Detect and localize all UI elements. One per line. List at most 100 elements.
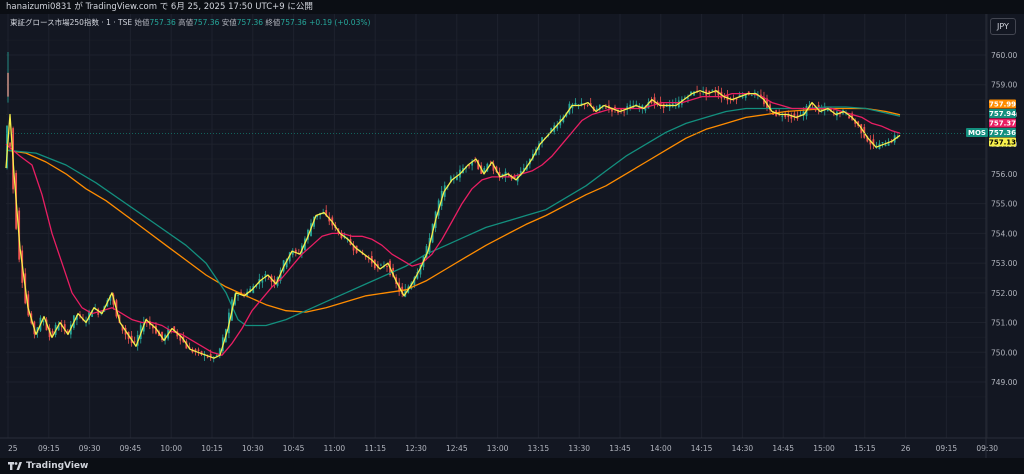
candle-body bbox=[133, 341, 136, 343]
x-tick-label: 12:45 bbox=[446, 444, 468, 453]
moving-average-line bbox=[5, 90, 901, 359]
x-tick-label: 13:45 bbox=[609, 444, 631, 453]
price-tag bbox=[989, 99, 1016, 109]
x-tick-label: 12:30 bbox=[405, 444, 427, 453]
high-value: 757.36 bbox=[193, 18, 220, 27]
candle-body bbox=[741, 96, 744, 98]
candle-body bbox=[498, 171, 501, 177]
x-tick-label: 13:30 bbox=[568, 444, 590, 453]
candle-body bbox=[449, 176, 452, 183]
candle-body bbox=[541, 137, 543, 144]
x-tick-label: 15:15 bbox=[854, 444, 876, 453]
candle-body bbox=[209, 353, 212, 358]
candle-body bbox=[577, 104, 580, 106]
x-tick-label: 13:00 bbox=[487, 444, 509, 453]
candle-body bbox=[604, 107, 607, 109]
candle-body bbox=[784, 113, 787, 118]
candle-body bbox=[63, 324, 66, 331]
candle-body bbox=[325, 210, 328, 216]
x-tick-label: 10:15 bbox=[201, 444, 223, 453]
candle-body bbox=[574, 102, 577, 106]
candle-body bbox=[790, 114, 793, 119]
y-tick-label: 751.00 bbox=[991, 319, 1017, 328]
candle-body bbox=[510, 177, 513, 180]
price-tag-text: 757.36 bbox=[989, 129, 1016, 137]
candle-body bbox=[477, 160, 480, 170]
candle-body bbox=[820, 109, 823, 111]
candle-body bbox=[750, 95, 753, 97]
x-tick-label: 09:30 bbox=[976, 444, 998, 453]
candle-body bbox=[848, 116, 850, 119]
moving-average-line bbox=[5, 106, 901, 327]
candle-body bbox=[872, 139, 875, 146]
candle-body bbox=[644, 106, 647, 111]
candle-body bbox=[869, 140, 872, 145]
candle-body bbox=[632, 105, 635, 109]
candle-body bbox=[215, 355, 218, 357]
candle-body bbox=[522, 168, 525, 172]
y-tick-label: 749.00 bbox=[991, 378, 1017, 387]
candle-body bbox=[708, 90, 711, 93]
candle-body bbox=[769, 104, 771, 111]
y-tick-label: 756.00 bbox=[991, 170, 1017, 179]
y-tick-label: 754.00 bbox=[991, 229, 1017, 238]
candle-body bbox=[291, 250, 294, 255]
candle-body bbox=[793, 113, 796, 117]
symbol-name[interactable]: 東証グロース市場250指数 · 1 · TSE bbox=[10, 18, 133, 27]
candle-body bbox=[693, 91, 695, 96]
low-label: 安値 bbox=[221, 18, 237, 27]
candle-body bbox=[826, 109, 829, 112]
price-tag-text: 757.94 bbox=[989, 110, 1016, 118]
candle-body bbox=[641, 105, 644, 109]
candle-body bbox=[562, 116, 565, 122]
candle-body bbox=[152, 326, 154, 329]
x-tick-label: 14:45 bbox=[772, 444, 794, 453]
candle-body bbox=[580, 102, 583, 105]
candle-body bbox=[474, 160, 477, 162]
y-tick-label: 760.00 bbox=[991, 51, 1017, 60]
publish-bar: hanaizumi0831 が TradingView.com で 6月 25,… bbox=[0, 0, 1024, 14]
low-value: 757.36 bbox=[236, 18, 264, 27]
candle-body bbox=[556, 125, 559, 129]
x-tick-label: 09:15 bbox=[936, 444, 958, 453]
candle-body bbox=[197, 349, 200, 351]
candle-body bbox=[88, 310, 90, 320]
time-axis[interactable]: 25 09:15 09:30 09:45 10:00 10:15 10:30 10:45 11:… bbox=[8, 444, 998, 453]
x-tick-label: 14:15 bbox=[691, 444, 713, 453]
candle-body bbox=[723, 97, 726, 99]
candle-body bbox=[413, 277, 416, 286]
candle-body bbox=[513, 175, 516, 179]
candle-body bbox=[294, 249, 297, 253]
candle-body bbox=[802, 111, 805, 116]
candle-body bbox=[380, 264, 382, 266]
candle-body bbox=[714, 91, 717, 94]
candle-body bbox=[261, 280, 264, 283]
candle-body bbox=[744, 94, 747, 98]
candle-body bbox=[57, 325, 60, 331]
candle-body bbox=[787, 114, 790, 118]
candle-body bbox=[486, 163, 489, 172]
currency-button[interactable]: JPY bbox=[990, 18, 1016, 35]
candle-body bbox=[550, 127, 553, 132]
x-tick-label: 15:00 bbox=[813, 444, 835, 453]
symbol-tag-text: MOS bbox=[968, 129, 986, 137]
x-tick-label: 11:15 bbox=[364, 444, 386, 453]
candle-body bbox=[656, 101, 659, 104]
footer-bar: TradingView bbox=[0, 458, 1024, 474]
x-tick-label: 10:30 bbox=[242, 444, 264, 453]
symbol-legend[interactable]: 東証グロース市場250指数 · 1 · TSE 始値757.36 高値757.3… bbox=[10, 17, 370, 28]
x-tick-label: 13:15 bbox=[528, 444, 550, 453]
candle-body bbox=[839, 113, 841, 115]
price-tag bbox=[989, 109, 1016, 118]
candle-body bbox=[285, 259, 288, 268]
candle-body bbox=[419, 265, 422, 275]
tradingview-logo-icon bbox=[8, 462, 22, 470]
candle-body bbox=[614, 106, 616, 109]
candle-body bbox=[109, 295, 112, 301]
candle-body bbox=[629, 104, 632, 107]
candle-body bbox=[598, 104, 601, 110]
y-tick-label: 752.00 bbox=[991, 289, 1017, 298]
candle-body bbox=[617, 110, 619, 113]
